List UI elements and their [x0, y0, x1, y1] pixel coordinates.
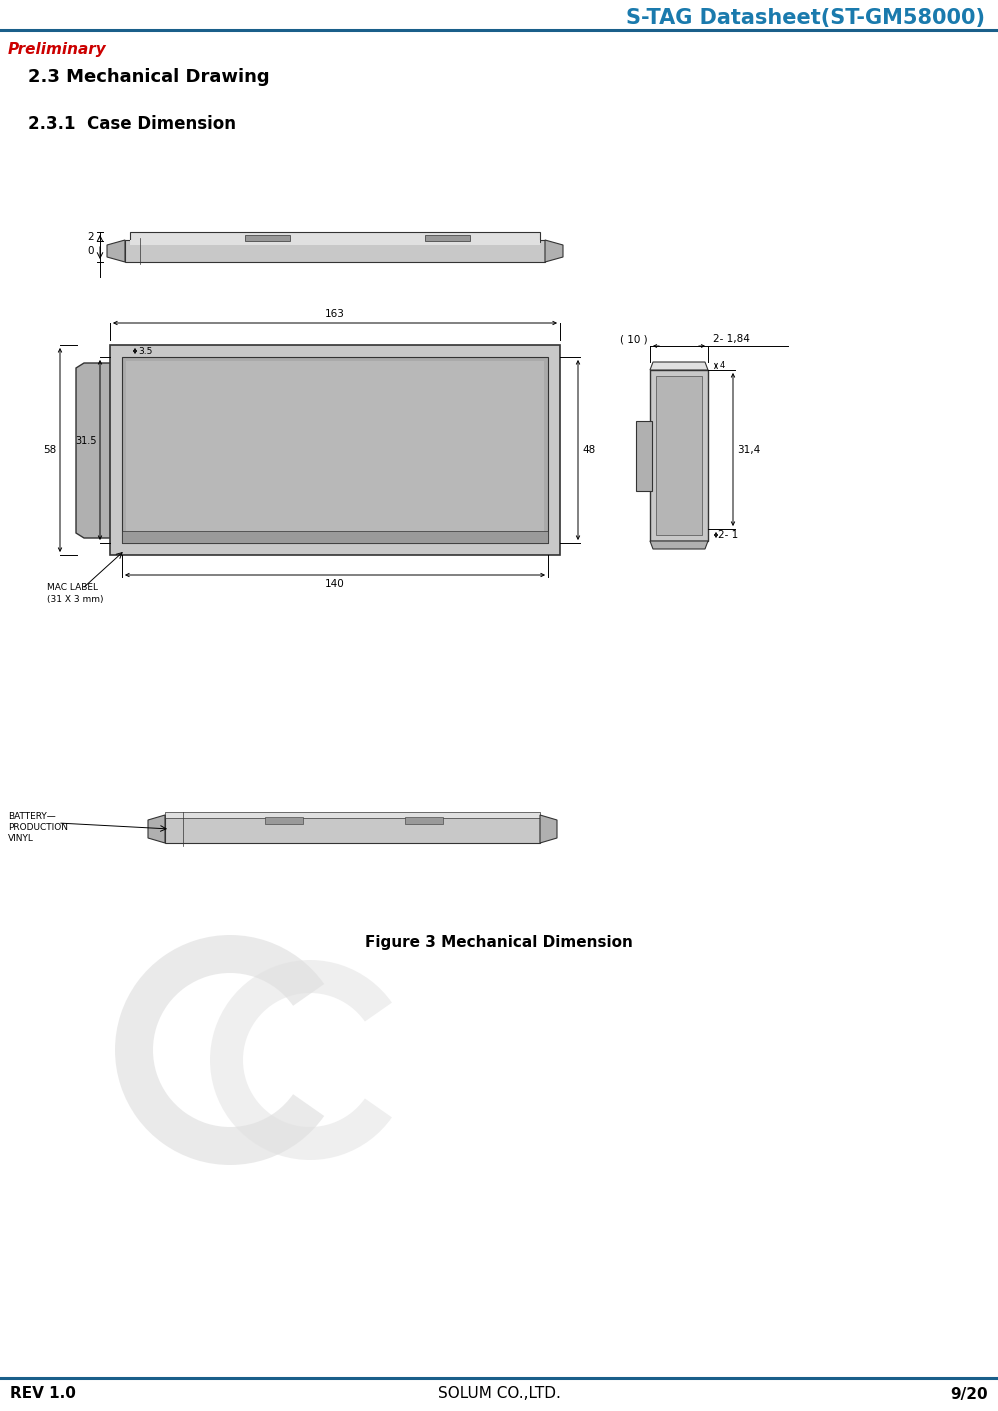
Text: MAC LABEL: MAC LABEL — [47, 583, 98, 593]
Polygon shape — [545, 240, 563, 262]
Polygon shape — [540, 816, 557, 842]
Text: VINYL: VINYL — [8, 834, 34, 842]
Bar — [122, 357, 548, 543]
Text: ( 10 ): ( 10 ) — [620, 334, 648, 344]
Text: 31.5: 31.5 — [76, 436, 97, 446]
Polygon shape — [148, 816, 165, 842]
Wedge shape — [210, 959, 392, 1160]
Bar — [245, 236, 290, 241]
Bar — [165, 816, 540, 842]
Text: 140: 140 — [325, 579, 345, 588]
Text: PRODUCTION: PRODUCTION — [8, 823, 68, 832]
Text: Preliminary: Preliminary — [8, 42, 107, 56]
Bar — [125, 240, 545, 262]
Text: 31,4: 31,4 — [737, 444, 760, 454]
Bar — [405, 817, 443, 824]
Text: Figure 3 Mechanical Dimension: Figure 3 Mechanical Dimension — [365, 935, 633, 950]
Text: (31 X 3 mm): (31 X 3 mm) — [47, 595, 104, 604]
Polygon shape — [107, 240, 125, 262]
Text: BATTERY—: BATTERY— — [8, 811, 56, 821]
Text: S-TAG Datasheet(ST-GM58000): S-TAG Datasheet(ST-GM58000) — [626, 8, 985, 28]
Text: 4: 4 — [720, 361, 726, 371]
Bar — [425, 236, 470, 241]
Text: 0: 0 — [88, 247, 94, 257]
Text: 2- 1,84: 2- 1,84 — [713, 334, 749, 344]
Polygon shape — [76, 363, 112, 538]
Bar — [636, 420, 652, 491]
Text: 48: 48 — [582, 444, 595, 454]
Text: 9/20: 9/20 — [950, 1387, 988, 1401]
Text: 2- 1: 2- 1 — [718, 531, 739, 540]
Polygon shape — [650, 363, 708, 370]
Text: 2: 2 — [88, 231, 94, 241]
Bar — [656, 375, 702, 535]
Bar — [130, 240, 540, 246]
Text: 3.5: 3.5 — [138, 347, 153, 356]
Text: 2.3.1  Case Dimension: 2.3.1 Case Dimension — [28, 116, 236, 133]
Text: 163: 163 — [325, 309, 345, 319]
Bar — [126, 361, 544, 539]
Polygon shape — [650, 540, 708, 549]
Bar — [130, 231, 540, 243]
Wedge shape — [115, 935, 324, 1165]
Bar — [265, 817, 303, 824]
Text: 2.3 Mechanical Drawing: 2.3 Mechanical Drawing — [28, 68, 269, 86]
Text: REV 1.0: REV 1.0 — [10, 1387, 76, 1401]
Bar — [122, 531, 548, 543]
Text: SOLUM CO.,LTD.: SOLUM CO.,LTD. — [437, 1387, 561, 1401]
Text: 58: 58 — [43, 444, 56, 454]
Bar — [110, 346, 560, 555]
Bar — [650, 370, 708, 540]
Bar — [165, 811, 540, 818]
